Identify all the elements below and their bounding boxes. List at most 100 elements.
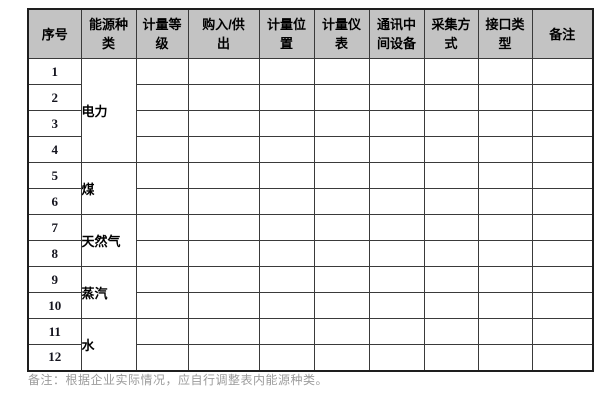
empty-cell xyxy=(368,318,425,345)
serial-number: 9 xyxy=(27,266,82,293)
empty-cell xyxy=(531,292,594,319)
empty-cell xyxy=(135,136,189,163)
empty-cell xyxy=(477,188,533,215)
table-row: 11 水 xyxy=(27,318,594,371)
header-comm-intermediate-device: 通讯中 间设备 xyxy=(368,8,425,59)
empty-cell xyxy=(423,188,479,215)
table-row: 1 电力 xyxy=(27,58,594,163)
empty-cell xyxy=(423,344,479,371)
header-metering-grade: 计量等 级 xyxy=(135,8,189,59)
empty-cell xyxy=(258,110,315,137)
empty-cell xyxy=(477,266,533,293)
empty-cell xyxy=(368,188,425,215)
header-purchase-supply: 购入/供 出 xyxy=(187,8,260,59)
empty-cell xyxy=(531,110,594,137)
empty-cell xyxy=(187,136,260,163)
empty-cell xyxy=(368,162,425,189)
empty-cell xyxy=(531,266,594,293)
empty-cell xyxy=(477,240,533,267)
empty-cell xyxy=(313,110,370,137)
empty-cell xyxy=(187,292,260,319)
empty-cell xyxy=(135,240,189,267)
empty-cell xyxy=(135,188,189,215)
table-row: 9 蒸汽 xyxy=(27,266,594,319)
empty-cell xyxy=(423,240,479,267)
empty-cell xyxy=(477,136,533,163)
footnote-remark: 备注：根据企业实际情况，应自行调整表内能源种类。 xyxy=(28,373,329,387)
empty-cell xyxy=(368,136,425,163)
header-collection-method: 采集方 式 xyxy=(423,8,479,59)
empty-cell xyxy=(258,136,315,163)
empty-cell xyxy=(258,162,315,189)
empty-cell xyxy=(313,240,370,267)
table-row: 10 xyxy=(27,292,594,319)
table-row: 12 xyxy=(27,344,594,371)
serial-number: 11 xyxy=(27,318,82,345)
empty-cell xyxy=(423,266,479,293)
empty-cell xyxy=(135,292,189,319)
empty-cell xyxy=(313,318,370,345)
empty-cell xyxy=(477,162,533,189)
empty-cell xyxy=(368,110,425,137)
empty-cell xyxy=(187,84,260,111)
empty-cell xyxy=(368,266,425,293)
empty-cell xyxy=(135,162,189,189)
empty-cell xyxy=(187,110,260,137)
serial-number: 3 xyxy=(27,110,82,137)
empty-cell xyxy=(531,240,594,267)
empty-cell xyxy=(423,136,479,163)
serial-number: 1 xyxy=(27,58,82,85)
energy-type-water: 水 xyxy=(80,318,137,371)
empty-cell xyxy=(368,344,425,371)
empty-cell xyxy=(531,318,594,345)
energy-type-natural-gas: 天然气 xyxy=(80,214,137,267)
empty-cell xyxy=(477,110,533,137)
empty-cell xyxy=(187,266,260,293)
empty-cell xyxy=(187,344,260,371)
serial-number: 5 xyxy=(27,162,82,189)
empty-cell xyxy=(313,84,370,111)
empty-cell xyxy=(187,214,260,241)
table-row: 8 xyxy=(27,240,594,267)
empty-cell xyxy=(135,344,189,371)
empty-cell xyxy=(423,292,479,319)
serial-number: 8 xyxy=(27,240,82,267)
header-metering-position: 计量位 置 xyxy=(258,8,315,59)
empty-cell xyxy=(313,214,370,241)
table-row: 2 xyxy=(27,84,594,111)
empty-cell xyxy=(423,110,479,137)
empty-cell xyxy=(313,162,370,189)
empty-cell xyxy=(313,188,370,215)
empty-cell xyxy=(187,188,260,215)
table-row: 5 煤 xyxy=(27,162,594,215)
empty-cell xyxy=(135,214,189,241)
empty-cell xyxy=(477,344,533,371)
empty-cell xyxy=(531,162,594,189)
empty-cell xyxy=(135,84,189,111)
empty-cell xyxy=(477,318,533,345)
empty-cell xyxy=(531,188,594,215)
empty-cell xyxy=(368,292,425,319)
empty-cell xyxy=(531,84,594,111)
empty-cell xyxy=(423,214,479,241)
empty-cell xyxy=(187,318,260,345)
empty-cell xyxy=(423,162,479,189)
empty-cell xyxy=(313,58,370,85)
energy-type-electricity: 电力 xyxy=(80,58,137,163)
header-energy-type: 能源种 类 xyxy=(80,8,137,59)
header-metering-instrument: 计量仪 表 xyxy=(313,8,370,59)
empty-cell xyxy=(368,214,425,241)
empty-cell xyxy=(477,214,533,241)
empty-cell xyxy=(135,266,189,293)
empty-cell xyxy=(258,266,315,293)
energy-type-coal: 煤 xyxy=(80,162,137,215)
empty-cell xyxy=(531,344,594,371)
empty-cell xyxy=(477,58,533,85)
empty-cell xyxy=(368,84,425,111)
empty-cell xyxy=(258,214,315,241)
empty-cell xyxy=(187,58,260,85)
header-remarks: 备注 xyxy=(531,8,594,59)
empty-cell xyxy=(531,136,594,163)
serial-number: 7 xyxy=(27,214,82,241)
